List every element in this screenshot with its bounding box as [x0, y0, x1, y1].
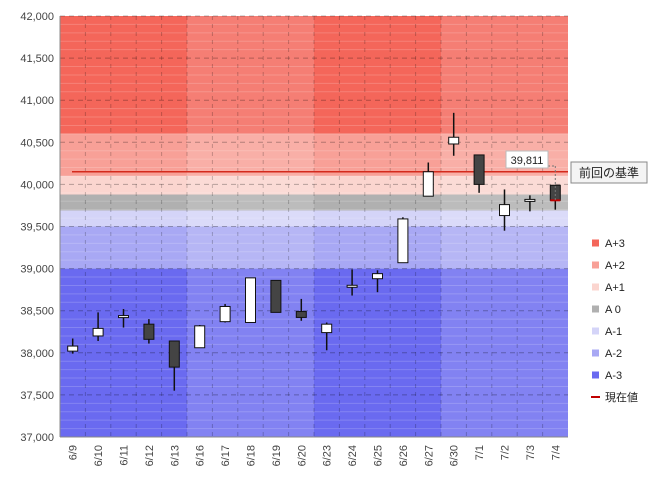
y-tick-label: 37,000	[20, 432, 54, 444]
legend-swatch	[592, 349, 599, 357]
x-tick-label: 6/19	[271, 445, 283, 466]
y-tick-label: 38,500	[20, 306, 54, 318]
zone-bands	[60, 16, 568, 437]
x-tick-label: 6/25	[373, 445, 385, 466]
x-tick-label: 6/13	[169, 445, 181, 466]
candle-body	[397, 218, 409, 264]
candle-body	[67, 345, 79, 352]
x-tick-label: 6/18	[246, 445, 258, 466]
current-value-label: 39,811	[511, 155, 544, 167]
reference-label-box	[570, 161, 648, 184]
x-tick-label: 6/12	[144, 445, 156, 466]
zone-band	[60, 210, 568, 227]
candle-body	[524, 198, 536, 202]
candle-body	[270, 279, 282, 313]
candle-body	[372, 273, 383, 280]
candle-body	[499, 204, 510, 217]
candle-body	[321, 323, 333, 334]
legend-label: A 0	[605, 304, 621, 316]
x-tick-label: 6/9	[68, 445, 80, 460]
legend-swatch	[592, 239, 599, 247]
candle-body	[346, 284, 358, 288]
legend-swatch	[592, 261, 599, 269]
current-value-annotation: 39,811	[505, 150, 561, 202]
y-tick-label: 40,000	[20, 179, 54, 191]
candle-body	[422, 171, 434, 197]
candles	[67, 112, 561, 391]
x-tick-label: 6/23	[322, 445, 334, 466]
grid-lines	[60, 15, 568, 438]
zone-band	[60, 194, 568, 211]
y-tick-label: 39,500	[20, 222, 54, 234]
legend-swatch	[592, 305, 599, 313]
zone-band	[60, 268, 568, 437]
candle-body	[219, 305, 231, 323]
legend-label: A-3	[605, 370, 622, 382]
candle-body	[448, 136, 460, 145]
y-tick-label: 37,500	[20, 390, 54, 402]
y-tick-label: 40,500	[20, 137, 54, 149]
x-tick-label: 6/11	[119, 445, 131, 466]
legend-swatch	[592, 327, 599, 335]
legend-label: A+1	[605, 282, 625, 294]
candle-body	[473, 154, 485, 185]
y-tick-label: 41,500	[20, 53, 54, 65]
candle-body	[143, 323, 155, 340]
reference-label: 前回の基準	[579, 165, 639, 180]
x-tick-label: 7/2	[500, 445, 512, 460]
legend-label: A+3	[605, 238, 625, 250]
x-tick-label: 7/3	[525, 445, 537, 460]
y-tick-label: 42,000	[20, 11, 54, 23]
x-tick-label: 6/16	[195, 445, 207, 466]
x-tick-label: 6/17	[220, 445, 232, 466]
legend-label: A-1	[605, 326, 622, 338]
x-tick-label: 6/26	[398, 445, 410, 466]
legend-swatch	[592, 371, 599, 379]
legend: A+3 A+2 A+1 A 0 A-1 A-2 A-3 現在値	[591, 238, 638, 404]
zone-band	[60, 16, 568, 134]
y-tick-label: 41,000	[20, 95, 54, 107]
x-axis: 6/9 6/10 6/11 6/12 6/13 6/16 6/17 6/18 6/19 6/20 6…	[60, 436, 568, 466]
zone-band	[60, 226, 568, 269]
x-tick-label: 7/1	[474, 445, 486, 460]
candle-body	[194, 325, 206, 349]
candle-body	[118, 315, 129, 319]
legend-label: 現在値	[605, 391, 638, 404]
week-shade-band	[187, 16, 314, 437]
legend-label: A-2	[605, 348, 622, 360]
zone-band	[60, 175, 568, 195]
x-tick-label: 6/10	[93, 445, 105, 466]
current-value-box	[505, 150, 549, 169]
legend-swatch	[592, 283, 599, 291]
x-tick-label: 7/4	[550, 445, 562, 460]
y-tick-label: 39,000	[20, 264, 54, 276]
candle-body	[245, 277, 256, 323]
x-tick-label: 6/30	[449, 445, 461, 466]
x-tick-label: 6/27	[423, 445, 435, 466]
candle-body	[295, 311, 307, 318]
x-tick-label: 6/20	[296, 445, 308, 466]
y-tick-label: 38,000	[20, 348, 54, 360]
y-axis: 37,000 37,500 38,000 38,500 39,000 39,500 40,0…	[20, 11, 61, 444]
legend-label: A+2	[605, 260, 625, 272]
candle-body	[92, 327, 104, 337]
x-tick-label: 6/24	[347, 445, 359, 466]
reference-line: 前回の基準	[72, 161, 648, 184]
candle-body	[168, 340, 180, 368]
